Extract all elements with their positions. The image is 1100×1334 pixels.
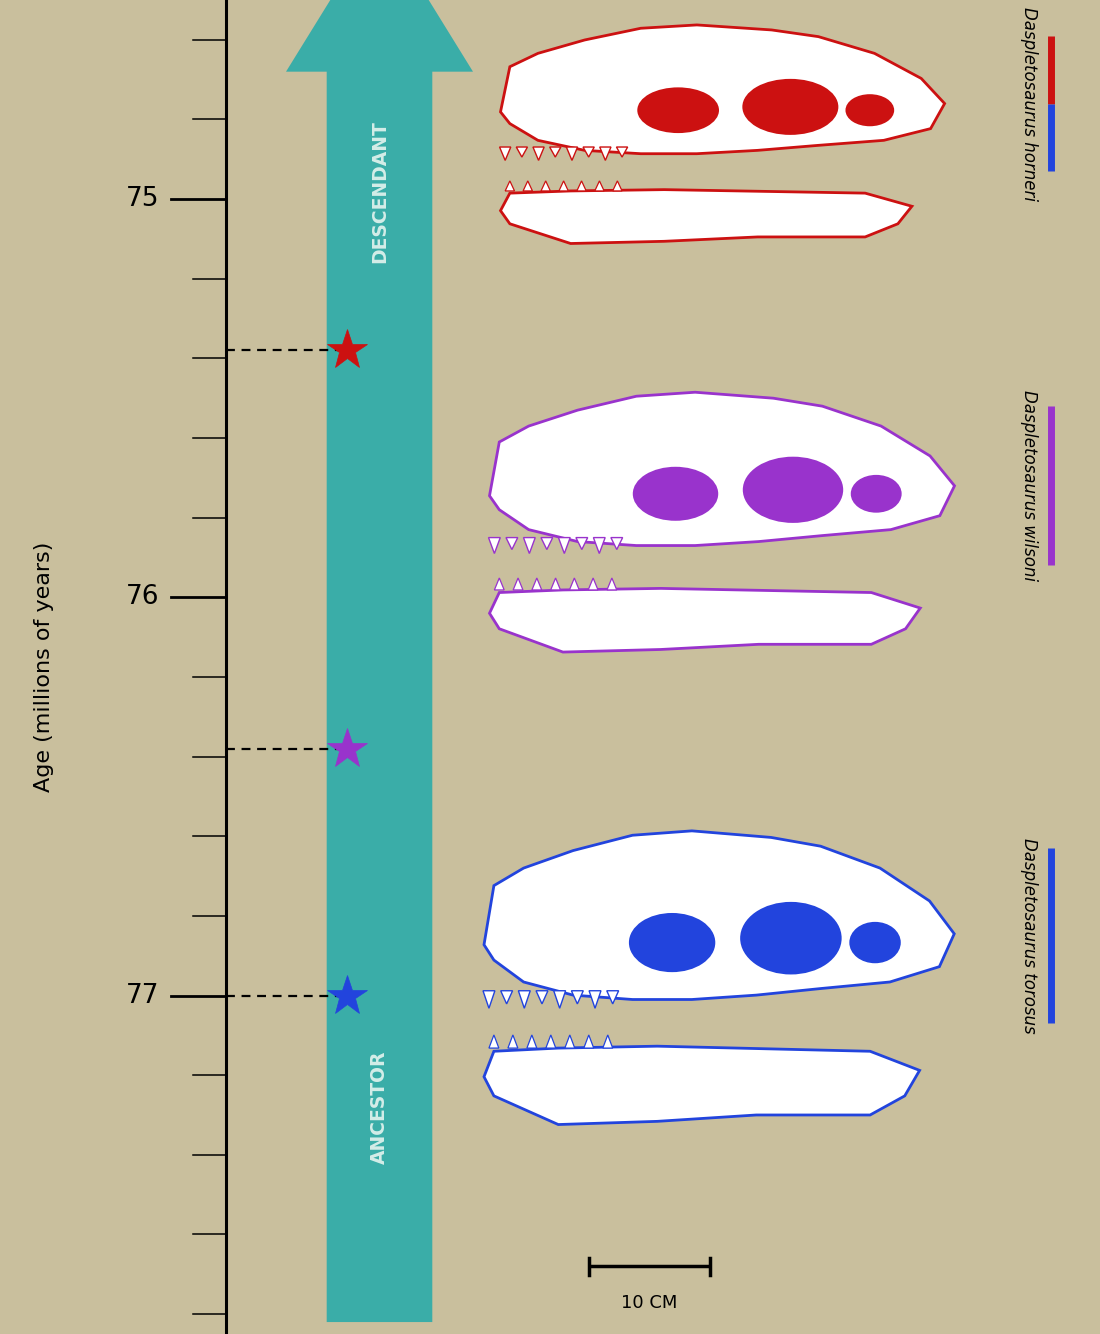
Polygon shape bbox=[524, 538, 536, 554]
Polygon shape bbox=[553, 991, 565, 1009]
Polygon shape bbox=[565, 1035, 574, 1049]
Polygon shape bbox=[516, 147, 528, 157]
Polygon shape bbox=[584, 1035, 594, 1049]
Polygon shape bbox=[484, 1046, 920, 1125]
Polygon shape bbox=[576, 538, 587, 550]
Polygon shape bbox=[607, 991, 618, 1005]
Polygon shape bbox=[610, 538, 623, 550]
Polygon shape bbox=[488, 1035, 499, 1049]
Ellipse shape bbox=[634, 468, 717, 520]
Text: Daspletosaurus horneri: Daspletosaurus horneri bbox=[1020, 7, 1037, 200]
Polygon shape bbox=[500, 189, 912, 244]
Polygon shape bbox=[546, 1035, 556, 1049]
Ellipse shape bbox=[741, 903, 840, 974]
Polygon shape bbox=[583, 147, 594, 157]
Polygon shape bbox=[603, 1035, 613, 1049]
Text: 75: 75 bbox=[126, 187, 160, 212]
Polygon shape bbox=[534, 147, 544, 160]
Polygon shape bbox=[616, 147, 628, 157]
Text: 77: 77 bbox=[126, 983, 160, 1009]
Polygon shape bbox=[600, 147, 610, 160]
Polygon shape bbox=[518, 991, 530, 1009]
Polygon shape bbox=[484, 831, 954, 999]
Polygon shape bbox=[559, 181, 569, 191]
Ellipse shape bbox=[630, 914, 714, 971]
Polygon shape bbox=[500, 25, 945, 153]
Polygon shape bbox=[490, 588, 921, 652]
Ellipse shape bbox=[847, 95, 893, 125]
Polygon shape bbox=[499, 147, 510, 160]
Polygon shape bbox=[524, 181, 532, 191]
Polygon shape bbox=[590, 991, 601, 1009]
Polygon shape bbox=[559, 538, 570, 554]
Text: Daspletosaurus wilsoni: Daspletosaurus wilsoni bbox=[1020, 391, 1037, 582]
Polygon shape bbox=[514, 578, 522, 590]
Polygon shape bbox=[550, 147, 561, 157]
Polygon shape bbox=[551, 578, 561, 590]
Polygon shape bbox=[541, 538, 552, 550]
Polygon shape bbox=[570, 578, 580, 590]
Polygon shape bbox=[532, 578, 541, 590]
Polygon shape bbox=[607, 578, 617, 590]
Polygon shape bbox=[536, 991, 548, 1005]
Text: 76: 76 bbox=[126, 584, 160, 611]
Ellipse shape bbox=[850, 923, 900, 962]
Polygon shape bbox=[541, 181, 550, 191]
Text: DESCENDANT: DESCENDANT bbox=[370, 120, 389, 263]
Ellipse shape bbox=[638, 88, 718, 132]
Polygon shape bbox=[494, 578, 504, 590]
Polygon shape bbox=[595, 181, 604, 191]
Polygon shape bbox=[286, 0, 473, 1322]
Polygon shape bbox=[500, 991, 513, 1005]
Polygon shape bbox=[508, 1035, 518, 1049]
Ellipse shape bbox=[851, 476, 901, 512]
Polygon shape bbox=[490, 392, 955, 546]
Text: Age (millions of years): Age (millions of years) bbox=[34, 542, 54, 792]
Polygon shape bbox=[576, 181, 586, 191]
Polygon shape bbox=[505, 181, 515, 191]
Polygon shape bbox=[613, 181, 623, 191]
Polygon shape bbox=[483, 991, 495, 1009]
Polygon shape bbox=[571, 991, 583, 1005]
Polygon shape bbox=[488, 538, 501, 554]
Polygon shape bbox=[506, 538, 518, 550]
Polygon shape bbox=[527, 1035, 537, 1049]
Text: 10 CM: 10 CM bbox=[620, 1294, 678, 1313]
Polygon shape bbox=[588, 578, 598, 590]
Polygon shape bbox=[593, 538, 605, 554]
Text: ANCESTOR: ANCESTOR bbox=[370, 1050, 389, 1163]
Ellipse shape bbox=[744, 458, 842, 522]
Ellipse shape bbox=[744, 80, 837, 133]
Text: Daspletosaurus torosus: Daspletosaurus torosus bbox=[1020, 838, 1037, 1034]
Polygon shape bbox=[566, 147, 578, 160]
